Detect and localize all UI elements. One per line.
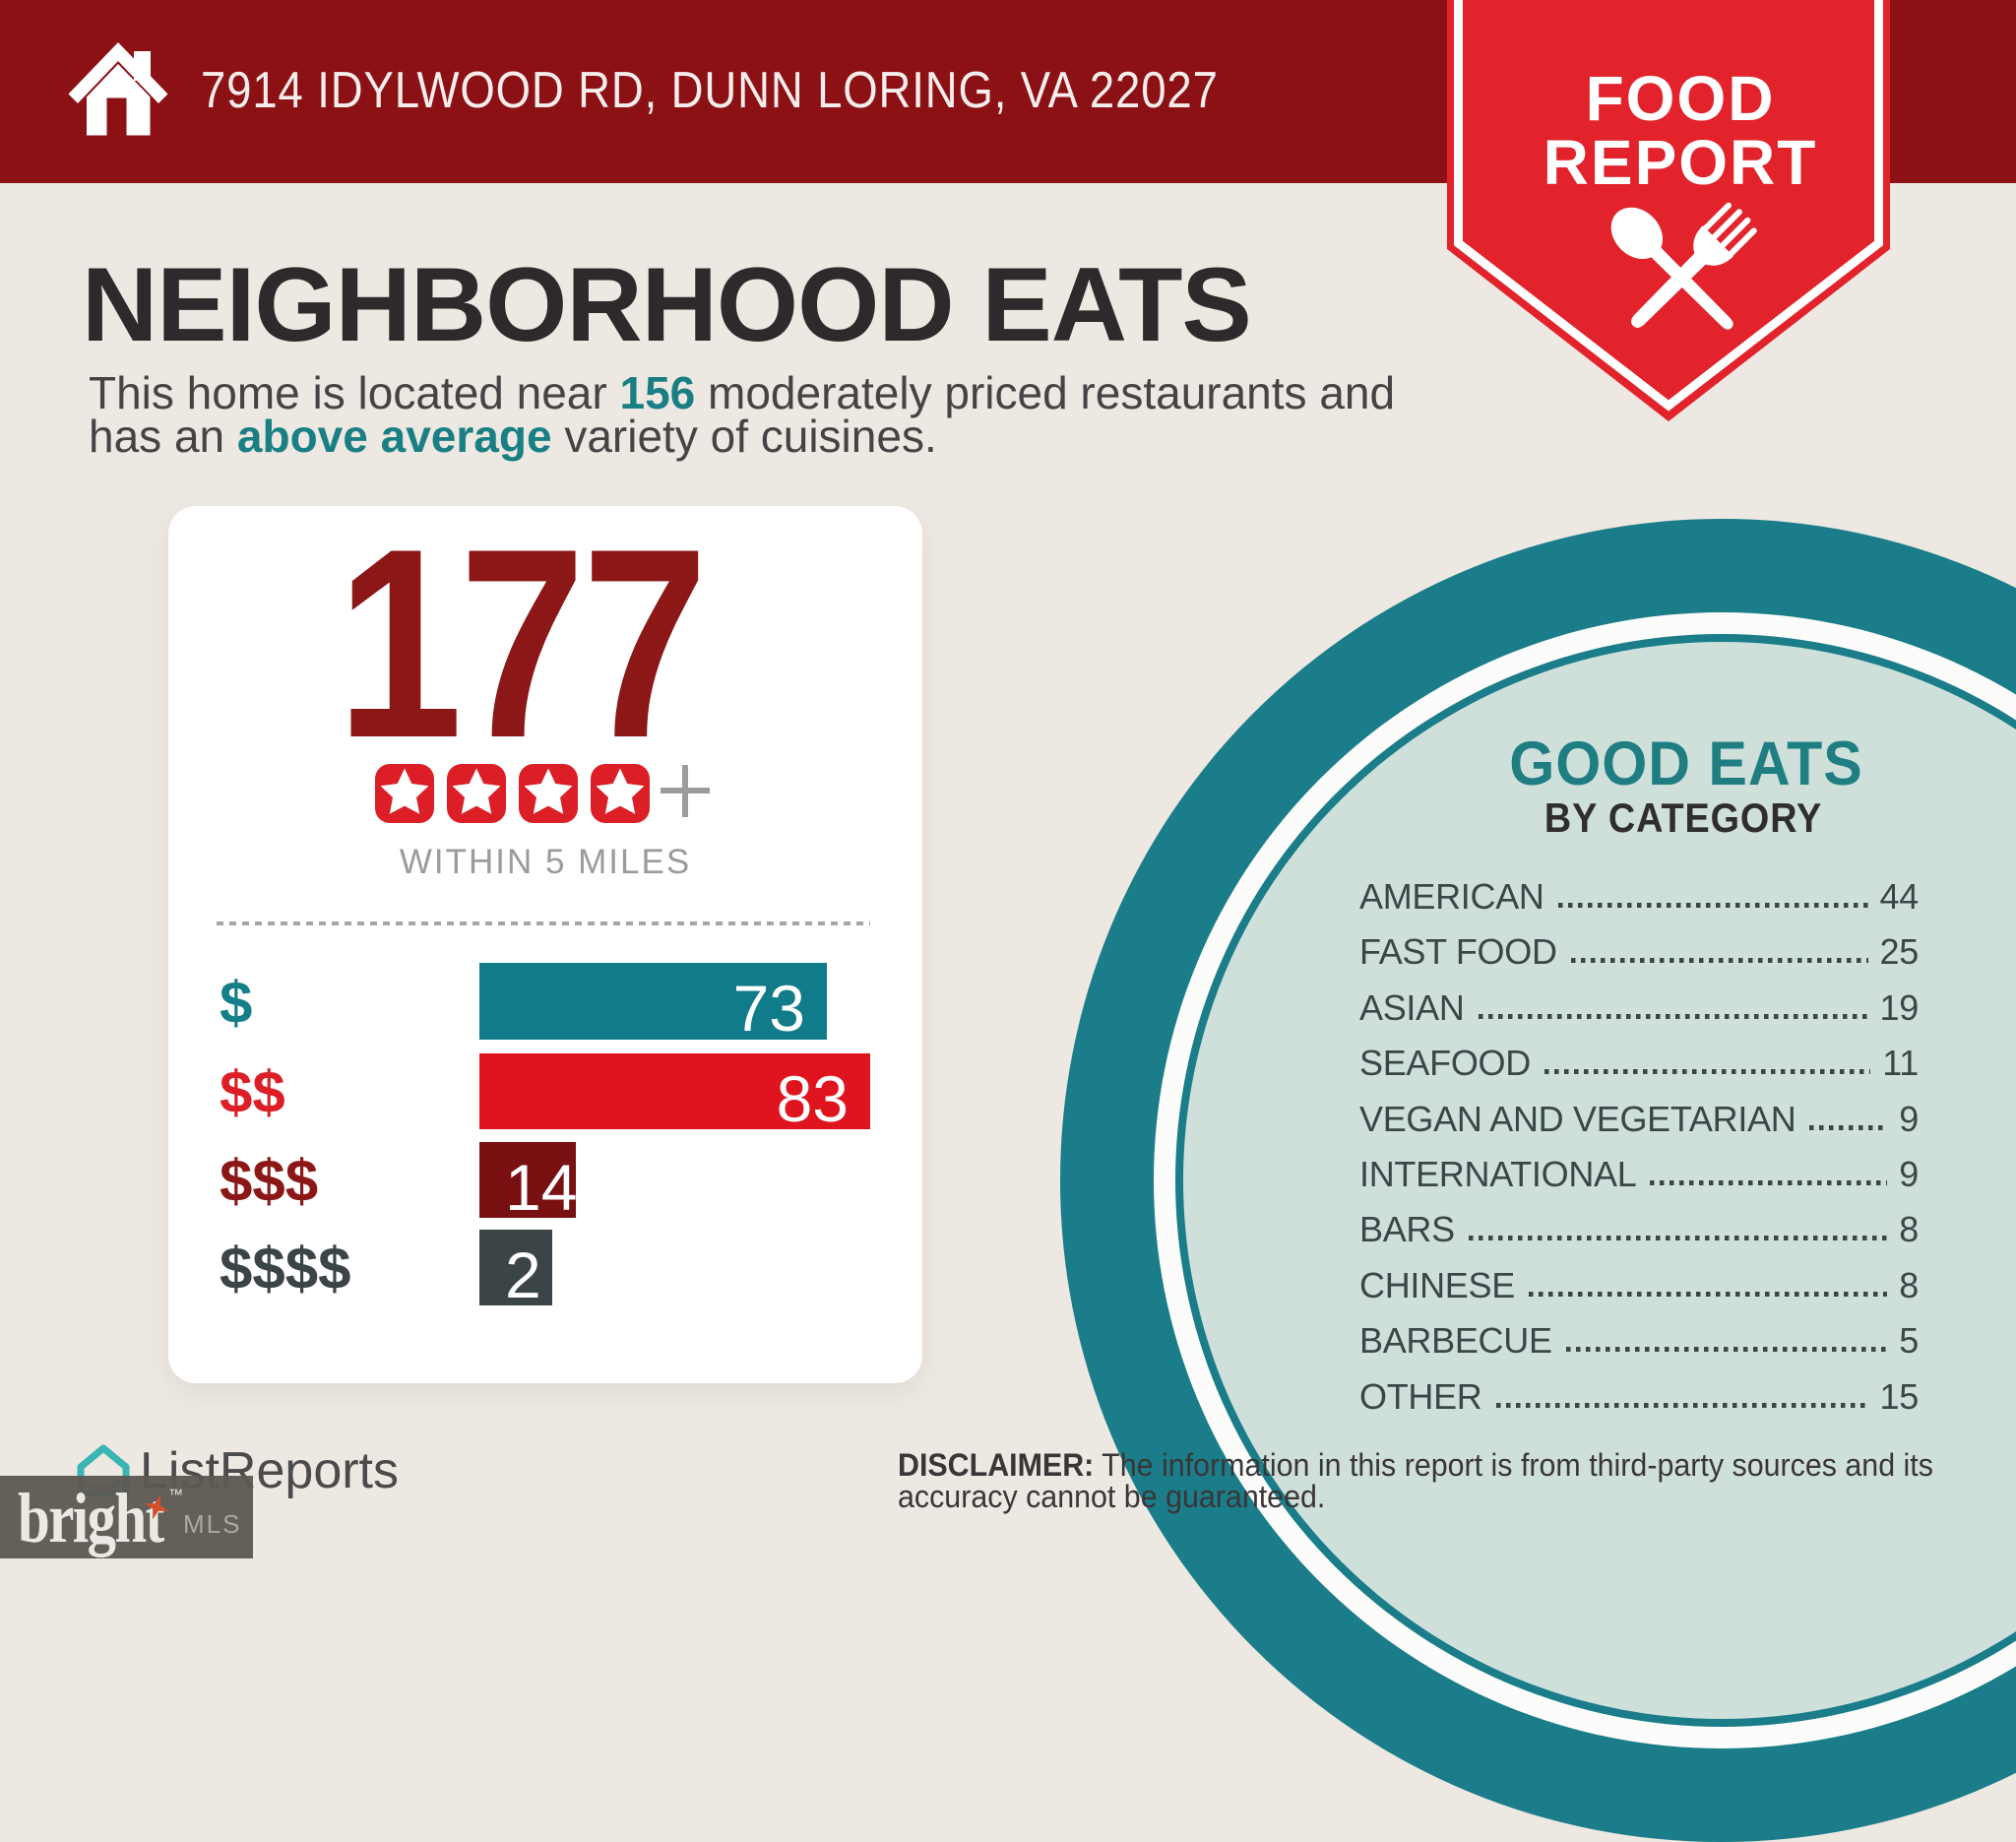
svg-text:REPORT: REPORT [1544, 127, 1818, 198]
svg-text:FOOD: FOOD [1586, 63, 1776, 134]
